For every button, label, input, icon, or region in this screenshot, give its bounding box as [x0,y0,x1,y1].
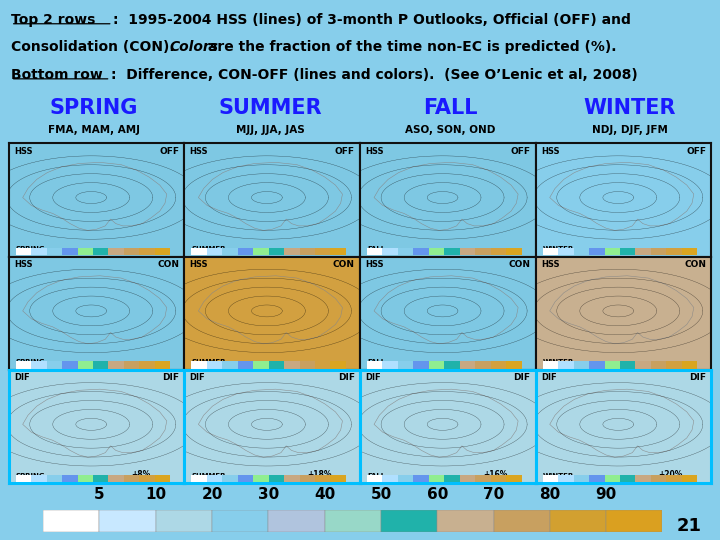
Text: 50: 50 [370,487,392,502]
Bar [437,510,493,532]
Text: WINTER: WINTER [584,98,676,118]
Text: HSS: HSS [541,146,559,156]
Text: :  1995-2004 HSS (lines) of 3-month P Outlooks, Official (OFF) and: : 1995-2004 HSS (lines) of 3-month P Out… [113,13,631,27]
Text: 60: 60 [426,487,448,502]
Text: FMA, MAM, AMJ: FMA, MAM, AMJ [48,125,140,135]
Bar [493,510,550,532]
Text: 80: 80 [539,487,560,502]
Bar [325,510,381,532]
Text: CON: CON [684,260,706,269]
Text: WINTER: WINTER [543,472,574,479]
Text: DIF: DIF [541,373,557,382]
Text: OFF: OFF [335,146,355,156]
Text: SUMMER: SUMMER [192,246,226,252]
Text: 10: 10 [145,487,166,502]
Text: OFF: OFF [510,146,531,156]
Text: 30: 30 [258,487,279,502]
Bar [550,510,606,532]
Text: HSS: HSS [14,260,32,269]
Bar [269,510,325,532]
Text: SUMMER: SUMMER [218,98,322,118]
Text: WINTER: WINTER [543,359,574,366]
Text: +20%: +20% [659,470,683,479]
Text: FALL: FALL [367,359,385,366]
Text: Bottom row: Bottom row [11,68,102,82]
Text: DIF: DIF [689,373,706,382]
Text: 5: 5 [94,487,105,502]
Polygon shape [374,389,518,457]
Text: SPRING: SPRING [16,472,45,479]
Polygon shape [23,276,167,344]
Text: Top 2 rows: Top 2 rows [11,13,95,27]
Text: MJJ, JJA, JAS: MJJ, JJA, JAS [235,125,305,135]
Text: SPRING: SPRING [50,98,138,118]
Text: 40: 40 [314,487,336,502]
Text: HSS: HSS [541,260,559,269]
Text: DIF: DIF [162,373,179,382]
Polygon shape [199,163,343,231]
Text: HSS: HSS [14,146,32,156]
Polygon shape [23,389,167,457]
Text: SUMMER: SUMMER [192,359,226,366]
Text: CON: CON [157,260,179,269]
Text: 70: 70 [483,487,504,502]
Bar [99,510,156,532]
Polygon shape [23,163,167,231]
Text: SUMMER: SUMMER [192,472,226,479]
Text: DIF: DIF [338,373,355,382]
Text: Colors: Colors [170,40,219,55]
Bar [43,510,99,532]
Polygon shape [550,163,694,231]
Text: CON: CON [333,260,355,269]
Text: DIF: DIF [513,373,531,382]
Polygon shape [550,276,694,344]
Text: +18%: +18% [307,470,332,479]
Text: DIF: DIF [14,373,30,382]
Text: WINTER: WINTER [543,246,574,252]
Text: +8%: +8% [132,470,151,479]
Bar [381,510,437,532]
Text: DIF: DIF [189,373,205,382]
Polygon shape [550,389,694,457]
Text: HSS: HSS [189,260,208,269]
Text: 90: 90 [595,487,617,502]
Bar [156,510,212,532]
Text: :  Difference, CON-OFF (lines and colors).  (See O’Lenic et al, 2008): : Difference, CON-OFF (lines and colors)… [111,68,637,82]
Polygon shape [199,276,343,344]
Text: are the fraction of the time non-EC is predicted (%).: are the fraction of the time non-EC is p… [203,40,617,55]
Text: ASO, SON, OND: ASO, SON, OND [405,125,495,135]
Polygon shape [374,276,518,344]
Text: HSS: HSS [189,146,208,156]
Bar [606,510,662,532]
Text: OFF: OFF [159,146,179,156]
Text: SPRING: SPRING [16,246,45,252]
Text: FALL: FALL [367,246,385,252]
Text: SPRING: SPRING [16,359,45,366]
Text: Consolidation (CON).: Consolidation (CON). [11,40,184,55]
Text: OFF: OFF [686,146,706,156]
Text: NDJ, DJF, JFM: NDJ, DJF, JFM [592,125,668,135]
Text: HSS: HSS [365,146,384,156]
Text: FALL: FALL [367,472,385,479]
Text: DIF: DIF [365,373,381,382]
Polygon shape [374,163,518,231]
Bar [212,510,269,532]
Text: +16%: +16% [483,470,508,479]
Text: FALL: FALL [423,98,477,118]
Text: 20: 20 [202,487,222,502]
Polygon shape [199,389,343,457]
Text: CON: CON [508,260,531,269]
Text: 21: 21 [677,517,702,535]
Text: HSS: HSS [365,260,384,269]
